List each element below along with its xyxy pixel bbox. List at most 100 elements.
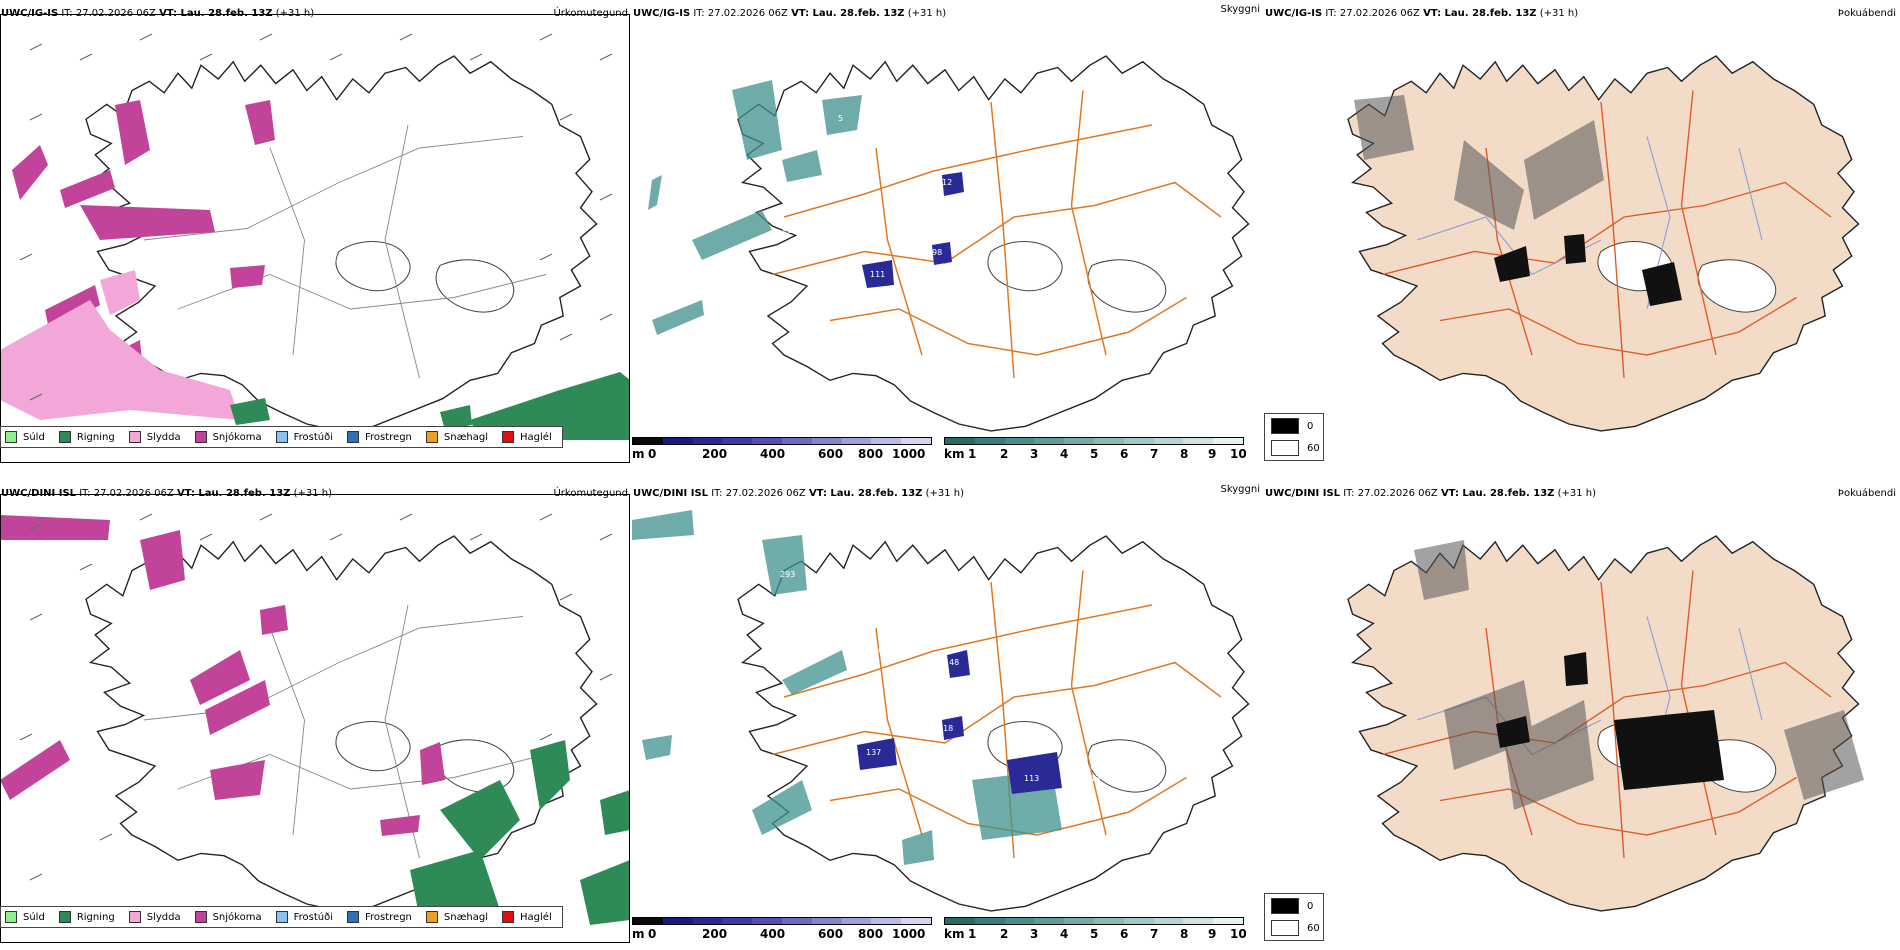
cloud-legend-value: 60 — [1307, 922, 1320, 934]
panel-label: Skyggni — [1220, 484, 1260, 495]
lead-time: (+31 h) — [275, 8, 315, 19]
legend-item: Slydda — [128, 431, 181, 443]
ceiling-tick: 0 — [648, 447, 657, 461]
low-visibility-area — [648, 175, 662, 210]
issue-time: 27.02.2026 06Z — [93, 488, 174, 499]
low-visibility-area — [652, 300, 704, 335]
model-name: UWC/DINI ISL — [1, 488, 77, 499]
visibility-map — [632, 510, 1250, 912]
ceiling-value-label: 118 — [938, 724, 954, 733]
cloud-legend-row: 60 — [1271, 920, 1320, 936]
rain-area — [230, 398, 270, 425]
legend-label: Rigning — [76, 911, 115, 923]
ceiling-value-label: 76 — [894, 614, 905, 623]
low-ceiling-area — [857, 738, 897, 770]
low-visibility-area — [692, 210, 772, 260]
visibility-tick: 3 — [1030, 447, 1039, 461]
fog-core — [1564, 652, 1588, 686]
issue-time-label: IT: — [61, 8, 73, 19]
rain-area — [440, 405, 472, 430]
panel-label: Úrkomutegund — [553, 488, 628, 499]
issue-time-label: IT: — [693, 8, 705, 19]
ceiling-value-label: 137 — [866, 748, 882, 757]
legend-swatch — [194, 911, 207, 923]
low-visibility-area — [762, 535, 807, 595]
legend-swatch — [5, 911, 17, 923]
precip-type-map — [0, 513, 630, 925]
ceiling-value-label: 43 — [1090, 774, 1101, 783]
visibility-tick: 4 — [1060, 447, 1069, 461]
panel-title: UWC/IG-IS IT: 27.02.2026 06Z VT: Lau. 28… — [1265, 8, 1578, 19]
legend-label: Haglél — [520, 431, 552, 443]
lead-time: (+31 h) — [907, 8, 947, 19]
ceiling-colorbar: m 0 200 400 600 800 1000 — [632, 437, 932, 463]
ceiling-tick: 1000 — [892, 927, 926, 941]
ceiling-value-label: 140 — [1058, 808, 1074, 817]
legend-item: Snjókoma — [194, 911, 262, 923]
visibility-tick: 10 — [1230, 447, 1247, 461]
issue-time-label: IT: — [1325, 8, 1337, 19]
fog-area — [1454, 140, 1524, 230]
legend-swatch — [347, 911, 359, 923]
snow-area — [0, 740, 70, 800]
lead-time: (+31 h) — [925, 488, 965, 499]
rain-area — [600, 790, 630, 835]
visibility-tick: 4 — [1060, 927, 1069, 941]
visibility-unit: km — [944, 447, 965, 461]
precip-type-legend: Súld Rigning Slydda Snjókoma Frostúði Fr… — [0, 426, 563, 448]
visibility-tick: 2 — [1000, 927, 1009, 941]
ceiling-value-label: 113 — [1024, 774, 1040, 783]
ceiling-value-label: 227 — [1068, 776, 1084, 785]
ceiling-tick: 1000 — [892, 447, 926, 461]
ceiling-value-label: 61 — [937, 130, 948, 139]
snow-area — [0, 515, 110, 540]
low-ceiling-area — [862, 260, 894, 288]
issue-time: 27.02.2026 06Z — [1339, 8, 1420, 19]
visibility-tick: 6 — [1120, 447, 1129, 461]
legend-item: Súld — [5, 431, 45, 443]
cloud-legend: 0 60 — [1264, 413, 1324, 461]
ceiling-tick: 600 — [818, 927, 844, 941]
legend-label: Rigning — [76, 431, 115, 443]
snow-area — [230, 265, 265, 288]
snow-area — [380, 815, 420, 836]
cloud-map — [1347, 55, 1860, 432]
ceiling-unit: m — [632, 447, 645, 461]
valid-time: VT: Lau. 28.feb. 13Z — [1440, 488, 1555, 499]
legend-item: Haglél — [502, 431, 552, 443]
legend-swatch — [128, 911, 141, 923]
visibility-tick: 1 — [968, 927, 977, 941]
visibility-tick: 8 — [1180, 447, 1189, 461]
legend-item: Snjókoma — [194, 431, 262, 443]
cloud-map — [1347, 535, 1864, 912]
ceiling-value-label: 58 — [727, 152, 738, 161]
legend-swatch — [275, 431, 288, 443]
precip-type-panel-row2: UWC/DINI ISL IT: 27.02.2026 06Z VT: Lau.… — [0, 480, 632, 946]
model-name: UWC/DINI ISL — [1265, 488, 1341, 499]
visibility-map — [648, 55, 1250, 432]
fog-area — [1784, 710, 1864, 800]
legend-swatch — [425, 911, 438, 923]
legend-swatch — [347, 431, 359, 443]
legend-item: Slydda — [128, 911, 181, 923]
ceiling-value-label: 13 — [828, 690, 839, 699]
legend-item: Frostregn — [347, 911, 412, 923]
legend-label: Slydda — [146, 431, 181, 443]
rain-area — [530, 740, 570, 810]
legend-swatch — [128, 431, 141, 443]
ceiling-value-label: 12 — [942, 178, 953, 187]
lead-time: (+31 h) — [293, 488, 333, 499]
legend-swatch — [502, 431, 515, 443]
ceiling-value-label: 1 — [740, 566, 746, 575]
rain-area — [580, 860, 630, 925]
legend-label: Frostregn — [365, 911, 412, 923]
low-ceiling-area — [942, 172, 964, 196]
cloud-legend-row: 0 — [1271, 898, 1313, 914]
legend-label: Súld — [23, 911, 45, 923]
sleet-area — [0, 300, 240, 420]
precip-type-map — [0, 33, 630, 440]
cloud-panel-row1: UWC/IG-IS IT: 27.02.2026 06Z VT: Lau. 28… — [1264, 0, 1900, 466]
low-visibility-area — [632, 510, 694, 540]
fog-core — [1496, 716, 1530, 748]
low-ceiling-area — [947, 650, 970, 678]
